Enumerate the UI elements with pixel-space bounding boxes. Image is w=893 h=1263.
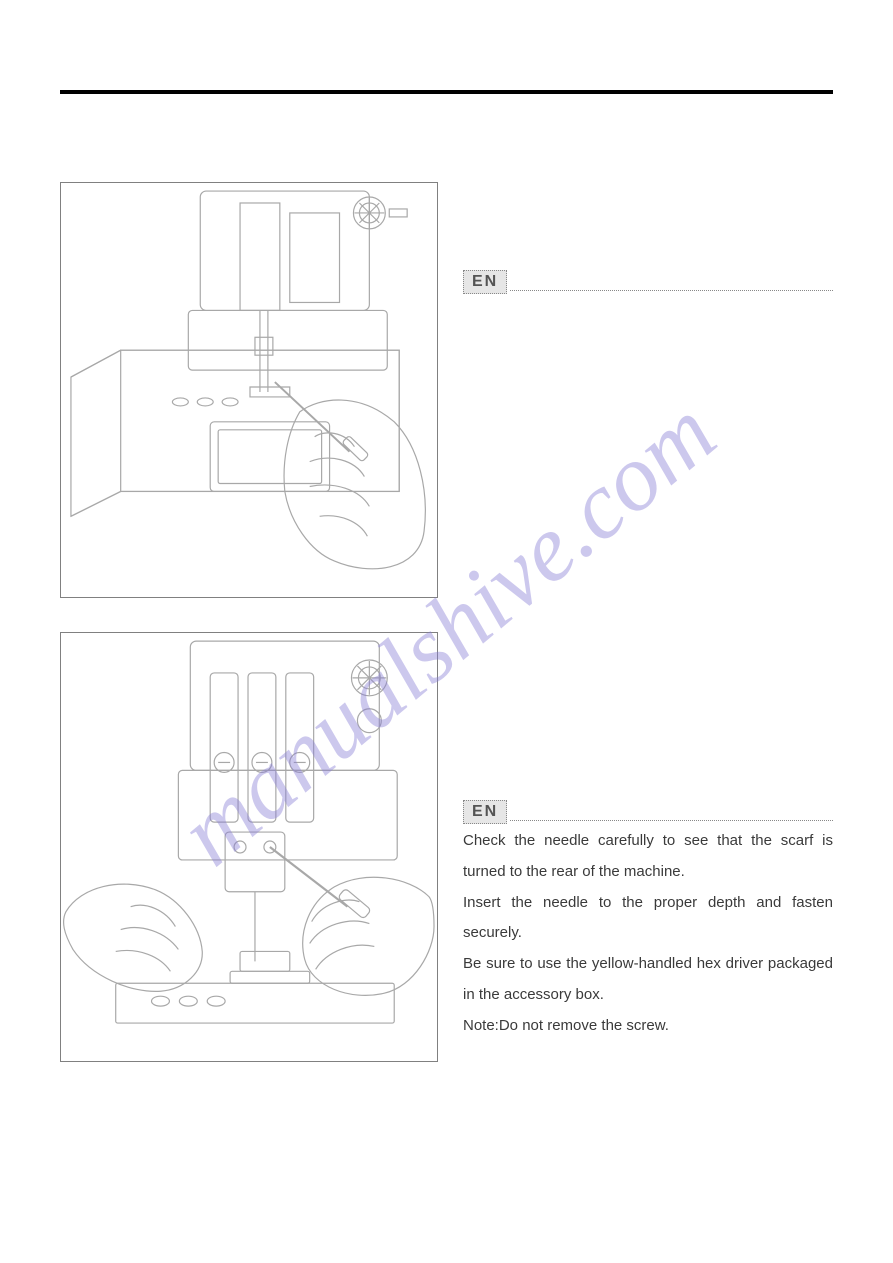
paragraph-2-1: Insert the needle to the proper depth an…	[463, 888, 833, 950]
figure-box-2	[60, 632, 438, 1062]
paragraph-2-3: Note:Do not remove the screw.	[463, 1011, 833, 1042]
machine-illustration-1	[61, 183, 437, 597]
dotted-rule-2	[510, 820, 833, 821]
lang-badge-en-2: EN	[463, 800, 507, 824]
machine-illustration-2	[61, 633, 437, 1061]
lang-badge-en-1: EN	[463, 270, 507, 294]
paragraph-2-2: Be sure to use the yellow-handled hex dr…	[463, 949, 833, 1011]
page-container: EN	[0, 0, 893, 1263]
header-rule	[60, 90, 833, 94]
instruction-text-2: Check the needle carefully to see that t…	[463, 826, 833, 1041]
paragraph-2-0: Check the needle carefully to see that t…	[463, 826, 833, 888]
figure-box-1	[60, 182, 438, 598]
dotted-rule-1	[510, 290, 833, 291]
